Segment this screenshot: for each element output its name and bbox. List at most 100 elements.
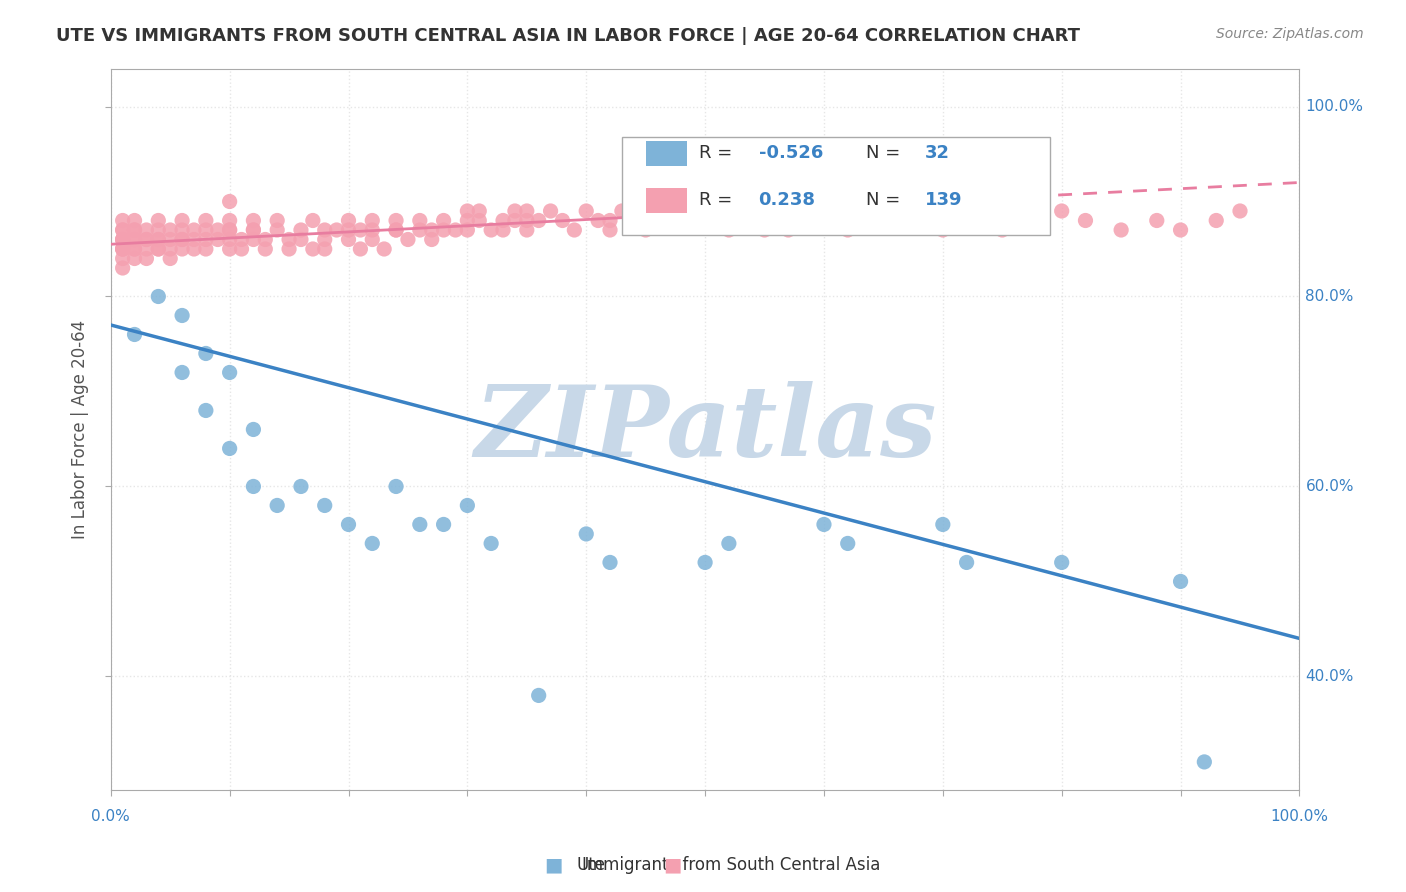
Point	[599, 556, 621, 570]
Point	[124, 213, 146, 227]
Text: N =: N =	[866, 144, 905, 162]
Point	[194, 403, 217, 417]
Text: 0.0%: 0.0%	[91, 809, 131, 824]
Point	[433, 517, 456, 532]
Point	[1170, 574, 1192, 589]
Point	[385, 223, 408, 237]
Point	[516, 204, 538, 219]
Point	[409, 213, 432, 227]
Point	[717, 536, 740, 550]
Point	[468, 204, 491, 219]
Point	[468, 213, 491, 227]
Point	[111, 242, 134, 256]
Point	[314, 499, 336, 513]
Text: 32: 32	[925, 144, 950, 162]
Point	[955, 556, 977, 570]
Point	[837, 223, 859, 237]
Point	[254, 232, 277, 246]
Point	[314, 232, 336, 246]
Point	[194, 232, 217, 246]
Text: -0.526: -0.526	[759, 144, 823, 162]
Point	[1050, 556, 1073, 570]
Point	[242, 479, 264, 493]
Point	[396, 232, 419, 246]
Point	[349, 223, 371, 237]
Text: N =: N =	[866, 191, 905, 209]
Point	[124, 232, 146, 246]
Point	[218, 232, 240, 246]
Point	[479, 223, 502, 237]
Point	[575, 204, 598, 219]
Point	[290, 223, 312, 237]
Point	[302, 242, 325, 256]
Point	[183, 242, 205, 256]
Point	[778, 223, 800, 237]
Point	[194, 213, 217, 227]
Point	[337, 213, 360, 227]
Point	[623, 213, 645, 227]
Text: 139: 139	[925, 191, 963, 209]
Point	[349, 242, 371, 256]
Point	[242, 223, 264, 237]
Point	[385, 223, 408, 237]
Point	[932, 223, 955, 237]
Point	[658, 204, 681, 219]
Point	[302, 213, 325, 227]
Point	[373, 242, 395, 256]
Point	[527, 689, 550, 703]
Point	[266, 223, 288, 237]
Point	[218, 223, 240, 237]
Point	[1146, 213, 1168, 227]
Point	[385, 479, 408, 493]
Point	[242, 223, 264, 237]
Text: ■: ■	[544, 855, 562, 875]
Point	[765, 213, 787, 227]
Point	[207, 223, 229, 237]
Point	[492, 213, 515, 227]
FancyBboxPatch shape	[645, 141, 688, 166]
Point	[1074, 213, 1097, 227]
Point	[634, 223, 657, 237]
Point	[148, 213, 170, 227]
Point	[183, 223, 205, 237]
Point	[647, 213, 669, 227]
Point	[872, 213, 894, 227]
Point	[516, 223, 538, 237]
Point	[231, 242, 253, 256]
Point	[172, 232, 194, 246]
Point	[159, 232, 181, 246]
Point	[1109, 223, 1132, 237]
Point	[218, 442, 240, 456]
Point	[135, 242, 157, 256]
Point	[231, 232, 253, 246]
Point	[242, 213, 264, 227]
Point	[693, 213, 716, 227]
Point	[148, 289, 170, 303]
Point	[575, 527, 598, 541]
Point	[111, 242, 134, 256]
Point	[610, 204, 633, 219]
Point	[337, 517, 360, 532]
Point	[717, 223, 740, 237]
Point	[266, 213, 288, 227]
Point	[159, 242, 181, 256]
Point	[218, 194, 240, 209]
Point	[124, 232, 146, 246]
Point	[135, 232, 157, 246]
FancyBboxPatch shape	[645, 187, 688, 213]
Point	[278, 232, 301, 246]
Point	[111, 252, 134, 266]
Text: Source: ZipAtlas.com: Source: ZipAtlas.com	[1216, 27, 1364, 41]
Point	[813, 213, 835, 227]
Point	[361, 232, 384, 246]
Point	[124, 252, 146, 266]
Point	[242, 422, 264, 436]
Point	[991, 223, 1014, 237]
Text: ■: ■	[664, 855, 682, 875]
Text: Immigrants from South Central Asia: Immigrants from South Central Asia	[582, 856, 880, 874]
Point	[599, 213, 621, 227]
Text: 40.0%: 40.0%	[1305, 669, 1354, 684]
Point	[148, 223, 170, 237]
Point	[242, 232, 264, 246]
Point	[111, 232, 134, 246]
